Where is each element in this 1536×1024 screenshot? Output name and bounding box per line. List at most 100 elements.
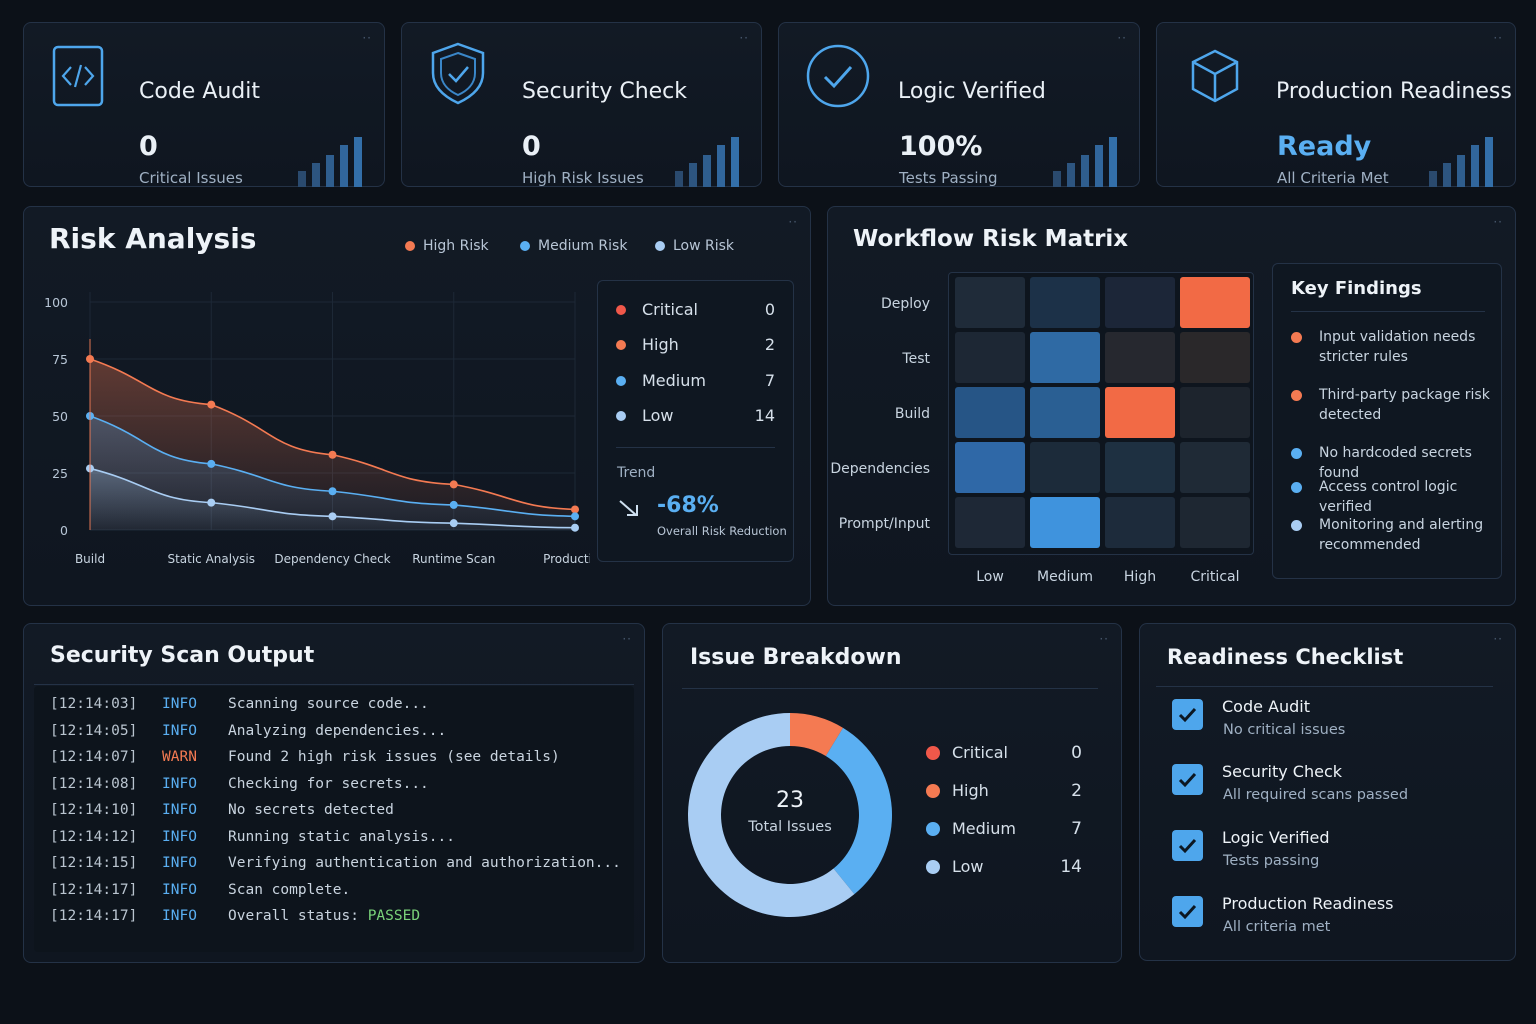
more-icon[interactable]: ·· — [1099, 632, 1109, 646]
more-icon[interactable]: ·· — [1493, 31, 1503, 45]
data-point[interactable] — [449, 519, 458, 528]
data-point[interactable] — [328, 487, 337, 496]
matrix-cell[interactable] — [955, 332, 1025, 383]
checkbox-checked-icon[interactable] — [1172, 830, 1203, 861]
matrix-col-label: High — [1123, 569, 1157, 585]
issue-value: 0 — [1071, 743, 1082, 763]
kpi-card-security-check[interactable]: ·· Security Check 0 High Risk Issues — [401, 22, 762, 187]
divider — [34, 684, 634, 685]
log-level: INFO — [162, 828, 197, 845]
data-point[interactable] — [571, 523, 579, 532]
data-point[interactable] — [449, 500, 458, 509]
issue-dot — [926, 860, 940, 874]
stat-low: Low 14 — [616, 406, 775, 425]
finding-dot — [1291, 332, 1302, 343]
donut-slice[interactable] — [825, 727, 892, 895]
finding-dot — [1291, 520, 1302, 531]
kpi-card-production-readiness[interactable]: ·· Production Readiness Ready All Criter… — [1156, 22, 1516, 187]
matrix-cell[interactable] — [955, 442, 1025, 493]
kpi-title: Security Check — [522, 79, 688, 104]
more-icon[interactable]: ·· — [1493, 215, 1503, 229]
matrix-cell[interactable] — [955, 387, 1025, 438]
log-timestamp: [12:14:17] — [50, 881, 138, 898]
matrix-cell[interactable] — [1180, 387, 1250, 438]
log-level: INFO — [162, 855, 197, 871]
log-level: WARN — [162, 749, 197, 765]
data-point[interactable] — [207, 459, 216, 468]
x-tick-label: Runtime Scan — [412, 552, 495, 566]
finding-item: Access control logic verified — [1291, 477, 1493, 517]
data-point[interactable] — [328, 450, 337, 459]
y-tick-label: 100 — [44, 295, 68, 310]
stat-value: 0 — [764, 300, 775, 319]
legend-dot — [405, 241, 415, 251]
stat-dot — [616, 340, 626, 350]
data-point[interactable] — [571, 505, 579, 514]
log-timestamp: [12:14:17] — [50, 908, 138, 924]
more-icon[interactable]: ·· — [1493, 632, 1503, 646]
matrix-cell[interactable] — [955, 497, 1025, 548]
kpi-subtitle: High Risk Issues — [522, 169, 644, 187]
divider — [1156, 686, 1493, 687]
matrix-cell[interactable] — [1105, 277, 1175, 328]
log-status-passed: PASSED — [367, 908, 421, 924]
matrix-title: Workflow Risk Matrix — [853, 226, 1129, 252]
matrix-cell[interactable] — [1105, 497, 1175, 548]
kpi-card-code-audit[interactable]: ·· Code Audit 0 Critical Issues — [23, 22, 385, 187]
more-icon[interactable]: ·· — [1117, 31, 1127, 45]
data-point[interactable] — [207, 400, 216, 409]
checkbox-checked-icon[interactable] — [1172, 896, 1203, 927]
matrix-cell[interactable] — [1030, 277, 1100, 328]
matrix-cell[interactable] — [955, 277, 1025, 328]
x-tick-label: Static Analysis — [167, 552, 255, 566]
data-point[interactable] — [571, 512, 579, 521]
issue-dot — [926, 822, 940, 836]
matrix-col-label: Low — [976, 569, 1004, 585]
matrix-row-label: Deploy — [880, 296, 930, 312]
donut-slice[interactable] — [790, 713, 843, 757]
legend-low-risk: Low Risk — [655, 238, 734, 254]
matrix-cell[interactable] — [1105, 442, 1175, 493]
risk-analysis-title: Risk Analysis — [49, 222, 257, 255]
matrix-cell[interactable] — [1105, 332, 1175, 383]
matrix-cell[interactable] — [1180, 277, 1250, 328]
stat-dot — [616, 411, 626, 421]
matrix-cell[interactable] — [1180, 332, 1250, 383]
more-icon[interactable]: ·· — [622, 632, 632, 646]
matrix-cell[interactable] — [1105, 387, 1175, 438]
checkbox-checked-icon[interactable] — [1172, 699, 1203, 730]
y-tick-label: 0 — [60, 523, 68, 538]
console-output[interactable] — [34, 686, 634, 952]
data-point[interactable] — [207, 498, 216, 507]
finding-item: Monitoring and alerting recommended — [1291, 515, 1493, 555]
matrix-cell[interactable] — [1030, 387, 1100, 438]
matrix-cell[interactable] — [1030, 497, 1100, 548]
log-message: Scan complete. — [228, 881, 351, 898]
kpi-card-logic-verified[interactable]: ·· Logic Verified 100% Tests Passing — [778, 22, 1140, 187]
scan-output-title: Security Scan Output — [50, 643, 315, 668]
check-subtitle: All criteria met — [1223, 919, 1331, 935]
log-message: Found 2 high risk issues (see details) — [228, 749, 560, 765]
matrix-row-label: Build — [894, 406, 930, 422]
issue-medium: Medium 7 — [926, 819, 1082, 839]
more-icon[interactable]: ·· — [362, 31, 372, 45]
checkbox-checked-icon[interactable] — [1172, 764, 1203, 795]
check-title: Production Readiness — [1222, 894, 1394, 913]
issue-breakdown-panel: ·· — [662, 623, 1122, 963]
matrix-cell[interactable] — [1030, 332, 1100, 383]
cube-icon — [1191, 49, 1239, 103]
kpi-subtitle: Critical Issues — [139, 169, 243, 187]
donut-slice[interactable] — [688, 713, 855, 917]
more-icon[interactable]: ·· — [739, 31, 749, 45]
kpi-title: Code Audit — [139, 79, 261, 104]
matrix-cell[interactable] — [1030, 442, 1100, 493]
stat-value: 7 — [764, 371, 775, 390]
matrix-cell[interactable] — [1180, 497, 1250, 548]
data-point[interactable] — [449, 480, 458, 489]
matrix-cell[interactable] — [1180, 442, 1250, 493]
more-icon[interactable]: ·· — [788, 215, 798, 229]
data-point[interactable] — [328, 512, 337, 521]
y-tick-label: 75 — [52, 352, 68, 367]
log-level: INFO — [162, 881, 197, 898]
check-title: Security Check — [1222, 762, 1343, 781]
